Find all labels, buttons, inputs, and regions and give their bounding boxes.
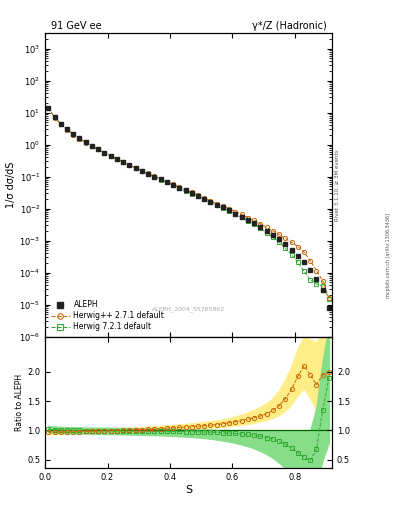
Legend: ALEPH, Herwig++ 2.7.1 default, Herwig 7.2.1 default: ALEPH, Herwig++ 2.7.1 default, Herwig 7.… [49, 299, 166, 333]
X-axis label: S: S [185, 485, 192, 495]
Text: 91 GeV ee: 91 GeV ee [51, 21, 101, 31]
Text: γ*/Z (Hadronic): γ*/Z (Hadronic) [252, 21, 326, 31]
Y-axis label: 1/σ dσ/dS: 1/σ dσ/dS [6, 162, 17, 208]
Y-axis label: Ratio to ALEPH: Ratio to ALEPH [15, 374, 24, 431]
Text: mcplots.cern.ch [arXiv:1306.3436]: mcplots.cern.ch [arXiv:1306.3436] [386, 214, 391, 298]
Text: ALEPH_2004_S5765862: ALEPH_2004_S5765862 [152, 307, 225, 312]
Y-axis label: Rivet 3.1.10, ≥ 3M events: Rivet 3.1.10, ≥ 3M events [335, 149, 340, 221]
